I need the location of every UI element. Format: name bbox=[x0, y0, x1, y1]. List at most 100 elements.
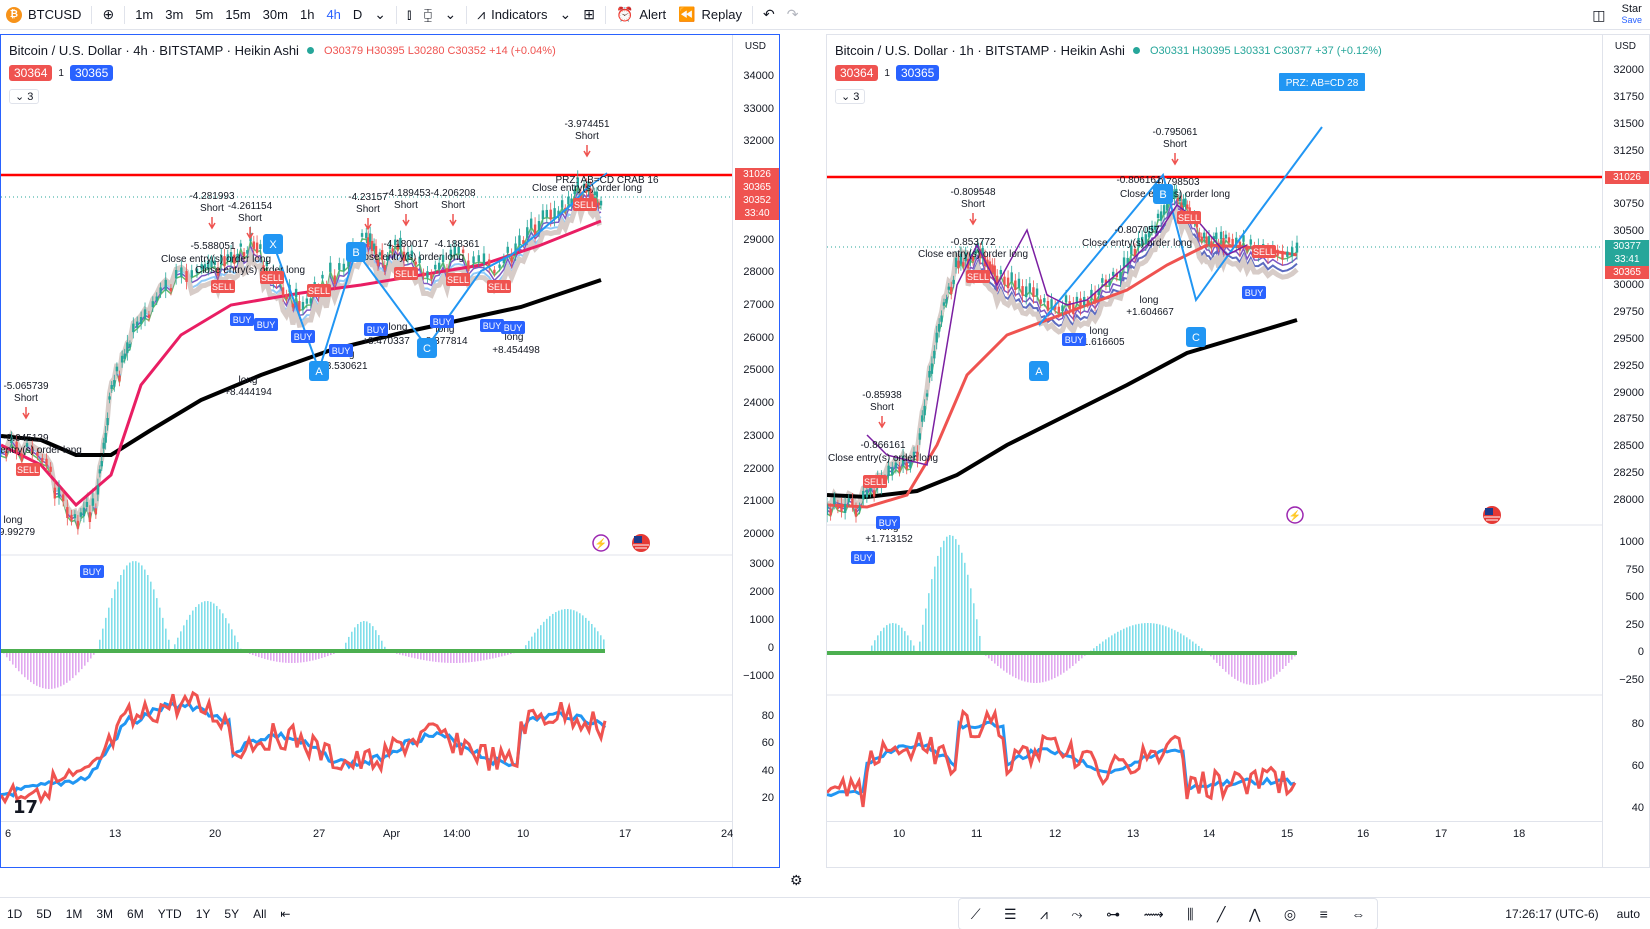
histogram-bar bbox=[1291, 653, 1293, 660]
oscillator-tick: 500 bbox=[1625, 591, 1644, 604]
range-5y[interactable]: 5Y bbox=[224, 906, 240, 921]
histogram-bar bbox=[597, 631, 599, 651]
redo-button[interactable]: ↷ bbox=[781, 0, 805, 30]
left-chart-pane[interactable]: -3.974451 Short PRZ: AB=CD CRAB 16 Close en… bbox=[0, 34, 780, 868]
range-all[interactable]: All bbox=[253, 906, 267, 921]
candle-body bbox=[5, 451, 8, 457]
sell-price-button[interactable]: 30364 bbox=[835, 65, 879, 81]
trade-annotation: +1.713152 bbox=[865, 534, 913, 545]
left-price-axis[interactable]: USD 340003300032000310003000029000280002… bbox=[732, 35, 779, 867]
measure-icon[interactable]: ⇔ bbox=[1351, 906, 1366, 922]
histogram-bar bbox=[591, 624, 593, 651]
signal-label: BUY bbox=[1065, 335, 1084, 345]
buy-signal: BUY bbox=[1242, 286, 1266, 299]
trend-line-icon[interactable]: ╱ bbox=[1217, 905, 1226, 922]
candle-body bbox=[549, 209, 552, 220]
settings-gear-icon[interactable]: ⚙ bbox=[790, 872, 803, 888]
candle-body bbox=[36, 452, 39, 457]
buy-price-button[interactable]: 30365 bbox=[69, 65, 114, 81]
histogram-bar bbox=[30, 651, 32, 683]
interval-dropdown[interactable]: ⌄ bbox=[368, 0, 392, 30]
replay-button[interactable]: ⏪ Replay bbox=[672, 0, 748, 30]
pattern-point-b: B bbox=[1153, 184, 1173, 204]
fib-tool-icon[interactable]: ☰ bbox=[1004, 905, 1017, 922]
signal-box bbox=[1062, 333, 1086, 346]
range-ytd[interactable]: YTD bbox=[157, 906, 182, 921]
path-tool-icon[interactable]: ⟿ bbox=[1143, 905, 1164, 922]
undo-button[interactable]: ↶ bbox=[757, 0, 781, 30]
indicators-dropdown[interactable]: ⌄ bbox=[553, 0, 577, 30]
short-arrow bbox=[208, 217, 216, 230]
range-6m[interactable]: 6M bbox=[127, 906, 144, 921]
histogram-bar bbox=[1057, 653, 1059, 677]
spiral-icon[interactable]: ◎ bbox=[1283, 905, 1297, 922]
bars-style-button[interactable]: ⫾ bbox=[401, 0, 417, 30]
pattern-tool-icon[interactable]: ⟋ bbox=[970, 905, 981, 922]
range-5d[interactable]: 5D bbox=[36, 906, 52, 921]
candle-body bbox=[406, 251, 410, 260]
pitchfork-icon[interactable]: ⫼ bbox=[1187, 905, 1194, 922]
indicator-collapse-button[interactable]: ⌄ 3 bbox=[9, 89, 40, 104]
channel-icon[interactable]: ≡ bbox=[1319, 906, 1328, 922]
candle-body bbox=[96, 485, 100, 495]
layout-split-button[interactable]: ◫ bbox=[1586, 0, 1611, 30]
candle-body bbox=[61, 494, 65, 502]
histogram-bar bbox=[1249, 653, 1251, 685]
histogram-bar bbox=[1075, 653, 1077, 664]
candle-body bbox=[898, 466, 901, 472]
trade-annotation: -4.23157 bbox=[348, 192, 388, 203]
layout-button[interactable]: ⊞ bbox=[577, 0, 601, 30]
right-time-axis[interactable]: 10 11 12 13 14 15 16 17 18 bbox=[827, 821, 1603, 845]
horizontal-ray-icon[interactable]: ⊶ bbox=[1106, 905, 1121, 922]
xabcd-tool-icon[interactable]: ⩘ bbox=[1040, 905, 1048, 922]
histogram-bar bbox=[546, 618, 548, 651]
right-chart-pane[interactable]: -0.795061 Short -0.806161 -0.798503 Close en… bbox=[826, 34, 1650, 868]
histogram-bar bbox=[231, 629, 233, 651]
histogram-bar bbox=[1246, 653, 1248, 685]
interval-5m[interactable]: 5m bbox=[195, 7, 214, 22]
candles-style-button[interactable]: ⧮ bbox=[418, 0, 439, 30]
symbol-search-button[interactable]: ₿ BTCUSD bbox=[0, 0, 87, 30]
interval-4h[interactable]: 4h bbox=[326, 7, 341, 22]
indicators-button[interactable]: ⩘ Indicators bbox=[471, 0, 553, 30]
pattern-point-label: X bbox=[269, 239, 277, 251]
star-save-button[interactable]: Star Save bbox=[1621, 4, 1650, 26]
head-shoulders-icon[interactable]: ⋀ bbox=[1248, 905, 1261, 922]
candle-body bbox=[360, 233, 364, 237]
interval-15m[interactable]: 15m bbox=[225, 7, 251, 22]
left-time-axis[interactable]: 6 13 20 27 Apr 14:00 10 17 24 bbox=[1, 821, 733, 845]
histogram-bar bbox=[922, 624, 924, 653]
trade-annotation: Short bbox=[575, 131, 599, 142]
alert-button[interactable]: ⏰ Alert bbox=[610, 0, 672, 30]
time-tick: 14:00 bbox=[443, 828, 471, 840]
sell-price-button[interactable]: 30364 bbox=[9, 65, 53, 81]
compare-add-button[interactable]: ⊕ bbox=[96, 0, 120, 30]
currency-label[interactable]: USD bbox=[744, 41, 766, 52]
buy-signal: BUY bbox=[254, 318, 278, 331]
range-3m[interactable]: 3M bbox=[96, 906, 114, 921]
interval-1h[interactable]: 1h bbox=[299, 7, 315, 22]
right-price-axis[interactable]: USD 320003175031500312503100030750305003… bbox=[1602, 35, 1649, 867]
trend-tool-icon[interactable]: ⤳ bbox=[1071, 905, 1083, 922]
histogram-bar bbox=[213, 603, 215, 651]
range-1m[interactable]: 1M bbox=[65, 906, 83, 921]
clock-time[interactable]: 17:26:17 (UTC-6) bbox=[1505, 907, 1599, 921]
range-1y[interactable]: 1Y bbox=[195, 906, 211, 921]
histogram-bar bbox=[994, 653, 996, 664]
chart-style-dropdown[interactable]: ⌄ bbox=[438, 0, 462, 30]
interval-d[interactable]: D bbox=[352, 7, 363, 22]
interval-3m[interactable]: 3m bbox=[165, 7, 184, 22]
go-to-date-button[interactable]: ⇤ bbox=[273, 907, 297, 921]
range-1d[interactable]: 1D bbox=[7, 906, 23, 921]
interval-30m[interactable]: 30m bbox=[262, 7, 288, 22]
histogram-bar bbox=[1051, 653, 1053, 680]
currency-label[interactable]: USD bbox=[1614, 41, 1636, 52]
interval-1m[interactable]: 1m bbox=[135, 7, 154, 22]
histogram-bar bbox=[1159, 624, 1161, 653]
histogram-bar bbox=[1060, 653, 1062, 675]
buy-price-button[interactable]: 30365 bbox=[895, 65, 940, 81]
auto-scale-toggle[interactable]: auto bbox=[1616, 907, 1640, 921]
indicator-collapse-button[interactable]: ⌄ 3 bbox=[835, 89, 866, 104]
